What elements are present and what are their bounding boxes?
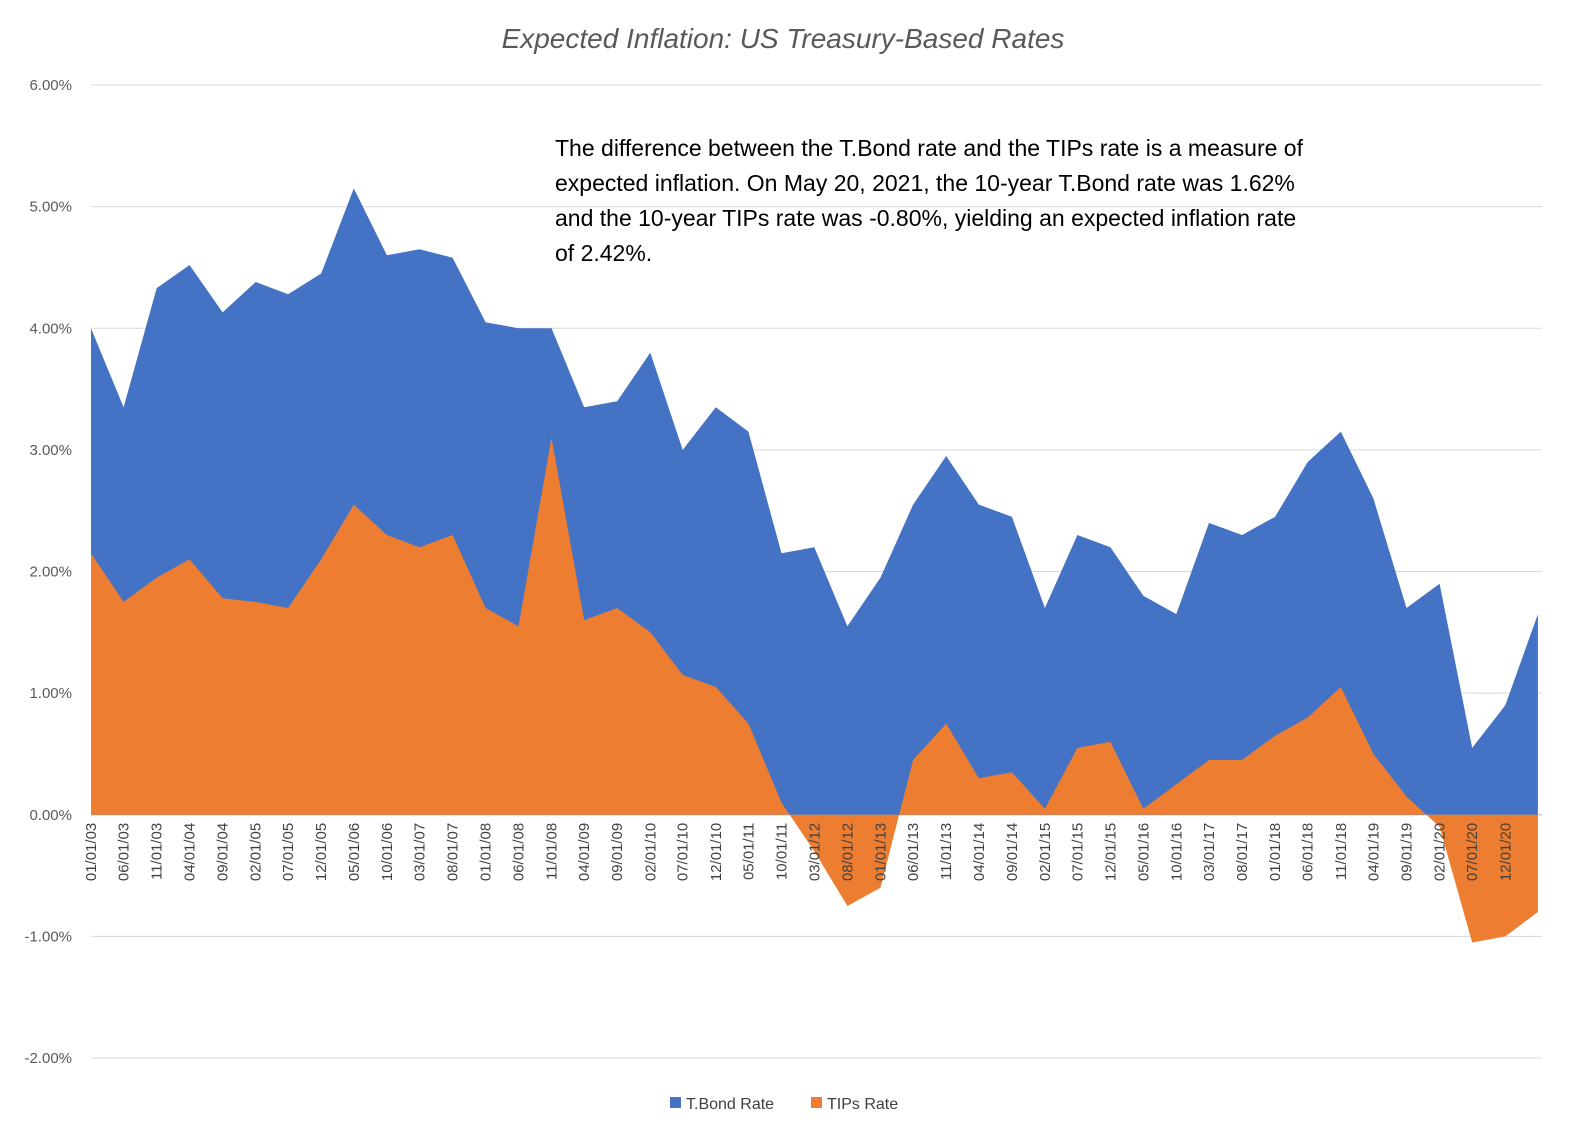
- x-tick-label: 11/01/13: [938, 823, 955, 880]
- annotation-line-1: The difference between the T.Bond rate a…: [555, 135, 1304, 161]
- x-tick-label: 02/01/10: [642, 823, 659, 881]
- annotation: The difference between the T.Bond rate a…: [555, 135, 1304, 266]
- x-tick-label: 07/01/20: [1464, 823, 1481, 881]
- x-tick-label: 09/01/19: [1398, 823, 1415, 881]
- x-tick-label: 05/01/16: [1135, 823, 1152, 881]
- x-tick-label: 01/01/03: [83, 823, 100, 881]
- x-tick-label: 01/01/18: [1267, 823, 1284, 881]
- x-tick-label: 08/01/07: [445, 823, 462, 881]
- x-tick-label: 12/01/15: [1102, 823, 1119, 881]
- x-tick-label: 10/01/16: [1168, 823, 1185, 881]
- x-tick-label: 07/01/10: [675, 823, 692, 881]
- x-tick-label: 07/01/05: [280, 823, 297, 881]
- x-tick-label: 06/01/18: [1300, 823, 1317, 881]
- legend: T.Bond Rate TIPs Rate: [670, 1096, 898, 1113]
- x-tick-label: 03/01/12: [806, 823, 823, 881]
- x-tick-label: 02/01/15: [1037, 823, 1054, 881]
- legend-label-tips: TIPs Rate: [827, 1096, 898, 1113]
- x-tick-label: 03/01/07: [411, 823, 428, 881]
- y-tick-label: 1.00%: [29, 685, 72, 702]
- x-tick-label: 12/01/05: [313, 823, 330, 881]
- y-tick-label: 3.00%: [29, 442, 72, 459]
- chart-title: Expected Inflation: US Treasury-Based Ra…: [502, 23, 1065, 54]
- x-axis-ticks: 01/01/03 06/01/03 11/01/03 04/01/04 09/01/04…: [83, 823, 1514, 881]
- x-tick-label: 12/01/10: [708, 823, 725, 881]
- x-tick-label: 06/01/08: [510, 823, 527, 881]
- x-tick-label: 08/01/12: [839, 823, 856, 881]
- tips-rate-area: [91, 437, 1538, 943]
- annotation-line-3: and the 10-year TIPs rate was -0.80%, yi…: [555, 205, 1296, 231]
- legend-label-tbond: T.Bond Rate: [686, 1096, 774, 1113]
- x-tick-label: 06/01/03: [116, 823, 133, 881]
- x-tick-label: 06/01/13: [905, 823, 922, 881]
- x-tick-label: 10/01/11: [773, 823, 790, 880]
- x-tick-label: 11/01/08: [544, 823, 561, 880]
- x-tick-label: 09/01/14: [1004, 823, 1021, 881]
- x-tick-label: 04/01/04: [182, 823, 199, 881]
- x-tick-label: 04/01/19: [1365, 823, 1382, 881]
- x-tick-label: 03/01/17: [1201, 823, 1218, 881]
- x-tick-label: 04/01/09: [576, 823, 593, 881]
- x-tick-label: 12/01/20: [1497, 823, 1514, 881]
- y-tick-label: -2.00%: [24, 1050, 72, 1067]
- legend-swatch-tips: [811, 1097, 822, 1108]
- y-tick-label: -1.00%: [24, 928, 72, 945]
- x-tick-label: 02/01/20: [1432, 823, 1449, 881]
- y-tick-label: 4.00%: [29, 320, 72, 337]
- x-tick-label: 04/01/14: [971, 823, 988, 881]
- x-tick-label: 11/01/03: [149, 823, 166, 880]
- x-tick-label: 09/01/04: [215, 823, 232, 881]
- annotation-line-2: expected inflation. On May 20, 2021, the…: [555, 170, 1295, 196]
- plot-areas: [91, 188, 1538, 943]
- legend-swatch-tbond: [670, 1097, 681, 1108]
- x-tick-label: 07/01/15: [1069, 823, 1086, 881]
- x-tick-label: 05/01/06: [346, 823, 363, 881]
- annotation-line-4: of 2.42%.: [555, 240, 652, 266]
- y-tick-label: 5.00%: [29, 199, 72, 216]
- x-tick-label: 08/01/17: [1234, 823, 1251, 881]
- y-tick-label: 0.00%: [29, 807, 72, 824]
- x-tick-label: 09/01/09: [609, 823, 626, 881]
- x-tick-label: 01/01/13: [872, 823, 889, 881]
- x-tick-label: 01/01/08: [478, 823, 495, 881]
- x-tick-label: 05/01/11: [740, 823, 757, 880]
- y-tick-label: 6.00%: [29, 77, 72, 94]
- y-axis-ticks: -2.00% -1.00% 0.00% 1.00% 2.00% 3.00% 4.00% 5.0…: [24, 77, 72, 1067]
- x-tick-label: 11/01/18: [1333, 823, 1350, 880]
- x-tick-label: 02/01/05: [248, 823, 265, 881]
- x-tick-label: 10/01/06: [379, 823, 396, 881]
- y-tick-label: 2.00%: [29, 564, 72, 581]
